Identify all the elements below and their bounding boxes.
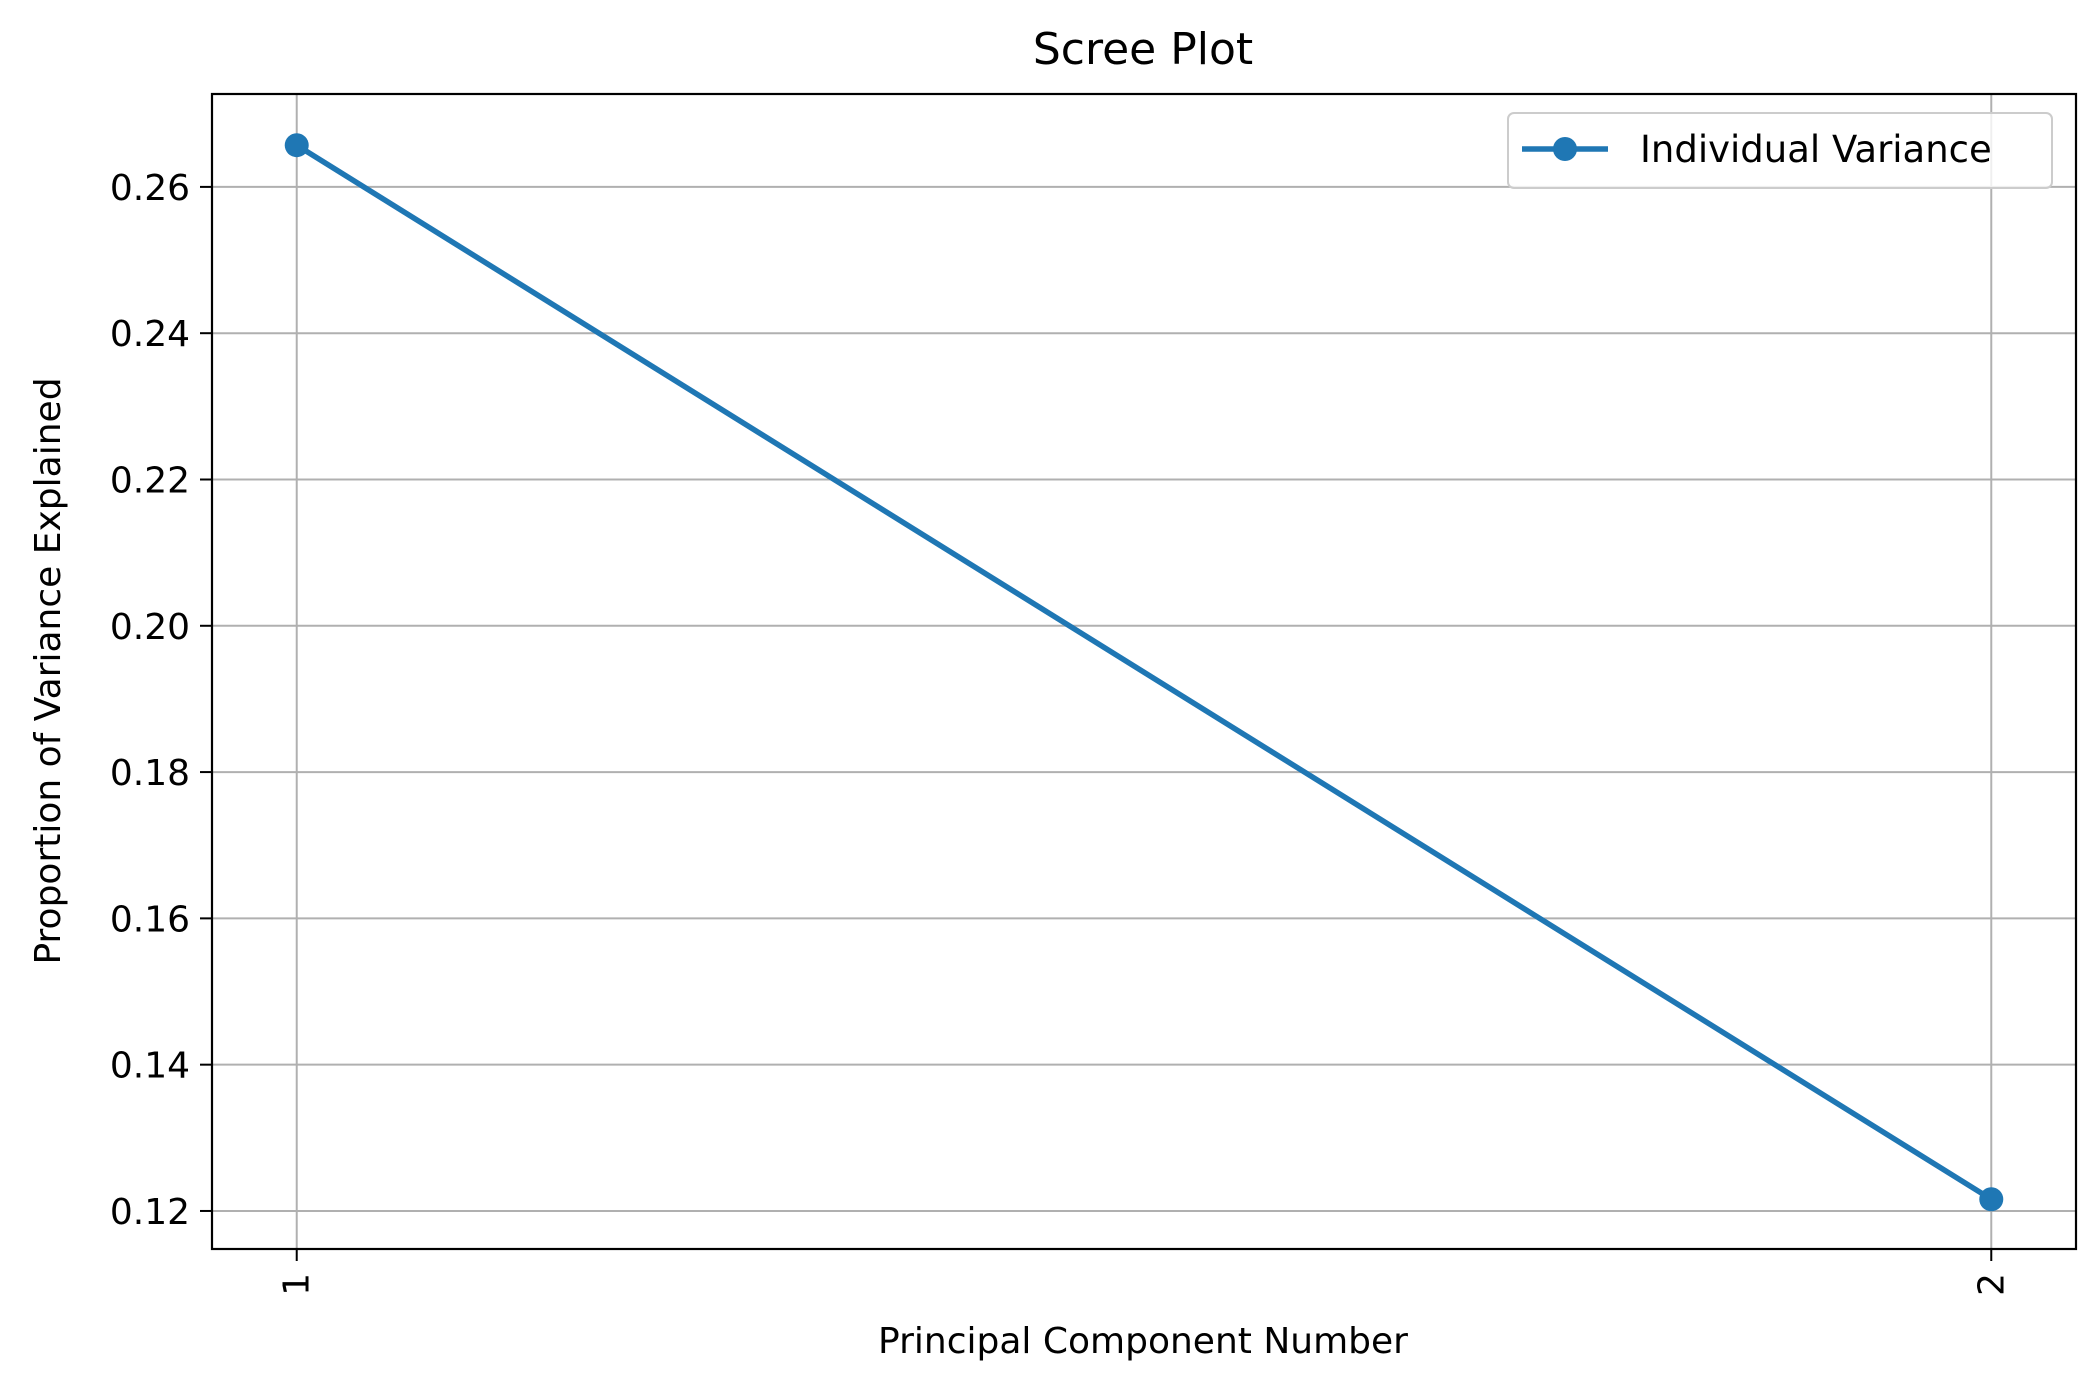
y-tick-label: 0.12 bbox=[110, 1192, 190, 1233]
y-tick-label: 0.16 bbox=[110, 899, 190, 940]
y-tick-label: 0.22 bbox=[110, 460, 190, 501]
y-axis-ticks: 0.12 0.14 0.16 0.18 0.20 0.22 0.24 0.26 bbox=[110, 168, 212, 1233]
x-axis-title: Principal Component Number bbox=[878, 1321, 1408, 1362]
y-tick-label: 0.18 bbox=[110, 753, 190, 794]
legend-label: Individual Variance bbox=[1640, 128, 1992, 171]
y-tick-label: 0.26 bbox=[110, 168, 190, 209]
x-tick-label: 1 bbox=[277, 1273, 318, 1296]
series-layer bbox=[284, 133, 2004, 1212]
grid bbox=[212, 94, 2076, 1249]
y-axis-title: Proportion of Variance Explained bbox=[28, 377, 69, 964]
series-line bbox=[292, 141, 1996, 1204]
chart-title: Scree Plot bbox=[1033, 24, 1253, 75]
y-tick-label: 0.24 bbox=[110, 314, 190, 355]
x-tick-label: 2 bbox=[1971, 1273, 2012, 1296]
plot-area-frame bbox=[210, 92, 2078, 1251]
legend: Individual Variance bbox=[1507, 112, 2053, 189]
data-point bbox=[1979, 1187, 2004, 1212]
legend-marker-swatch bbox=[1553, 137, 1577, 161]
data-point bbox=[284, 133, 309, 158]
y-tick-label: 0.14 bbox=[110, 1046, 190, 1087]
y-tick-label: 0.20 bbox=[110, 607, 190, 648]
legend-frame bbox=[1507, 112, 2053, 189]
